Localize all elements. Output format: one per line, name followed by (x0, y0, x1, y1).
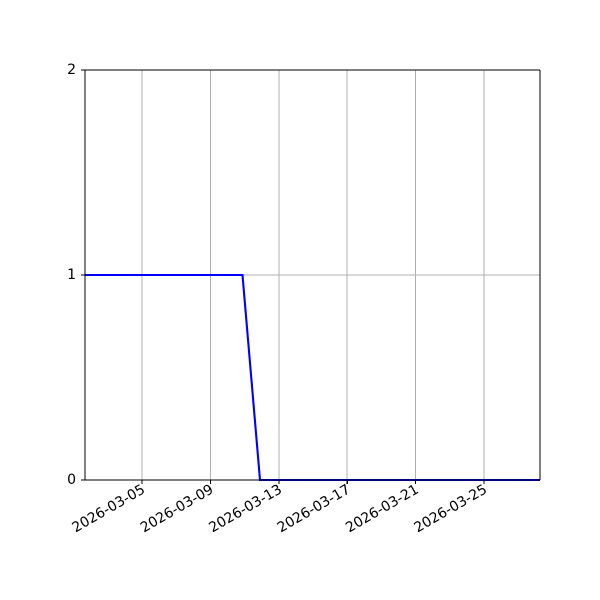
x-tickmarks (141, 480, 485, 484)
y-tick-label-2: 2 (67, 62, 76, 78)
y-tick-label-0: 0 (67, 472, 76, 488)
y-tick-label-1: 1 (67, 267, 76, 283)
y-tick-labels: 0 1 2 (67, 62, 76, 488)
y-tickmarks (81, 69, 85, 481)
